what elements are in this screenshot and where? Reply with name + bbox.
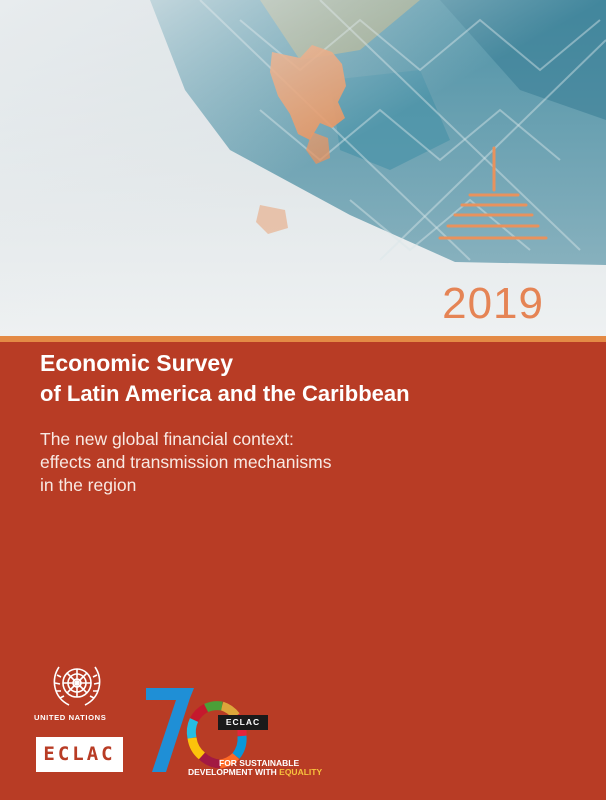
anniversary-eclac-label: ECLAC — [218, 715, 268, 730]
subtitle-line: effects and transmission mechanisms — [40, 451, 332, 472]
accent-divider — [0, 336, 606, 342]
edition-year: 2019 — [442, 279, 544, 328]
abstract-map-artwork — [0, 0, 606, 336]
stepped-pyramid-icon — [438, 146, 548, 240]
report-title-region: of Latin America and the Caribbean — [40, 381, 410, 406]
tagline-line: DEVELOPMENT WITH — [188, 766, 277, 777]
eclac-logo: ECLAC — [36, 737, 123, 772]
report-subtitle: The new global financial context: effect… — [40, 428, 331, 496]
subtitle-line: in the region — [40, 474, 137, 495]
subtitle-line: The new global financial context: — [40, 429, 294, 449]
united-nations-emblem-icon — [53, 666, 101, 706]
united-nations-label: UNITED NATIONS — [34, 713, 107, 722]
anniversary-tagline: FOR SUSTAINABLE DEVELOPMENT WITH EQUALIT… — [188, 759, 322, 777]
report-title: Economic Survey — [40, 350, 234, 376]
tagline-line: FOR SUSTAINABLE — [219, 758, 300, 768]
cover-artwork: 2019 — [0, 0, 606, 336]
tagline-equality: EQUALITY — [279, 766, 323, 777]
